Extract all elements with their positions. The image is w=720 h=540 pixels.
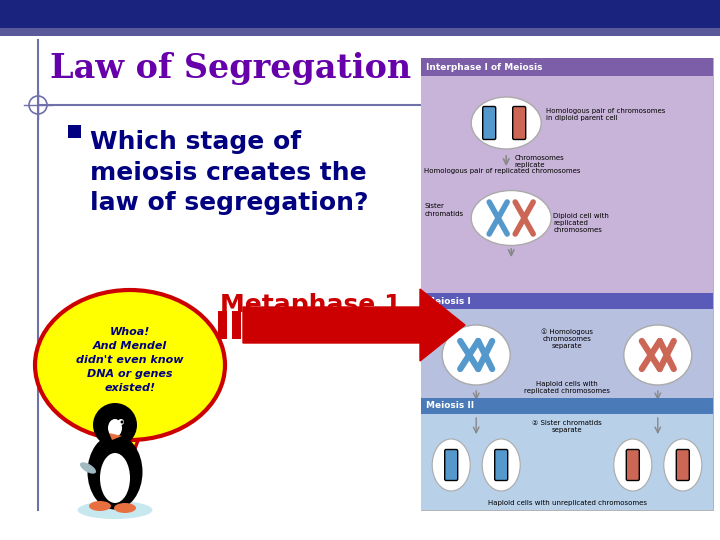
Bar xyxy=(421,58,713,510)
Ellipse shape xyxy=(442,325,510,385)
Text: ② Sister chromatids
separate: ② Sister chromatids separate xyxy=(532,420,602,433)
Text: Metaphase 1: Metaphase 1 xyxy=(220,293,402,317)
Text: Which stage of
meiosis creates the
law of segregation?: Which stage of meiosis creates the law o… xyxy=(90,130,369,215)
Text: Sister
chromatids: Sister chromatids xyxy=(424,204,464,217)
Text: Law of Segregation: Law of Segregation xyxy=(50,52,411,85)
FancyBboxPatch shape xyxy=(626,449,639,481)
Bar xyxy=(0,28,720,36)
Bar xyxy=(421,58,713,76)
Text: Interphase I of Meiosis: Interphase I of Meiosis xyxy=(426,63,543,71)
Circle shape xyxy=(118,419,124,425)
Ellipse shape xyxy=(471,97,541,149)
Text: Haploid cells with unreplicated chromosomes: Haploid cells with unreplicated chromoso… xyxy=(487,500,647,506)
Ellipse shape xyxy=(78,501,153,519)
Polygon shape xyxy=(110,425,140,475)
Ellipse shape xyxy=(88,435,143,510)
Bar xyxy=(421,58,713,293)
Ellipse shape xyxy=(471,191,552,246)
Text: Chromosomes
replicate: Chromosomes replicate xyxy=(514,154,564,167)
Bar xyxy=(421,293,713,309)
Text: Haploid cells with
replicated chromosomes: Haploid cells with replicated chromosome… xyxy=(524,381,610,394)
Ellipse shape xyxy=(114,503,136,513)
Text: Whoa!
And Mendel
didn't even know
DNA or genes
existed!: Whoa! And Mendel didn't even know DNA or… xyxy=(76,327,184,393)
Ellipse shape xyxy=(624,325,692,385)
Bar xyxy=(218,311,227,339)
FancyBboxPatch shape xyxy=(676,449,689,481)
Ellipse shape xyxy=(432,439,470,491)
Polygon shape xyxy=(243,289,465,361)
FancyBboxPatch shape xyxy=(482,106,495,139)
Text: Homologous pair of chromosomes
in diploid parent cell: Homologous pair of chromosomes in diploi… xyxy=(546,108,665,121)
Polygon shape xyxy=(109,433,122,440)
Ellipse shape xyxy=(35,290,225,440)
Text: Meiosis I: Meiosis I xyxy=(426,296,471,306)
Bar xyxy=(421,398,713,510)
Ellipse shape xyxy=(80,462,96,474)
Ellipse shape xyxy=(100,453,130,503)
Circle shape xyxy=(93,403,137,447)
FancyBboxPatch shape xyxy=(445,449,458,481)
Ellipse shape xyxy=(664,439,702,491)
Bar xyxy=(232,311,241,339)
Bar xyxy=(421,398,713,414)
Text: Homologous pair of replicated chromosomes: Homologous pair of replicated chromosome… xyxy=(424,168,581,174)
Bar xyxy=(0,0,720,28)
Bar xyxy=(421,293,713,398)
Ellipse shape xyxy=(108,419,122,437)
Text: ① Homologous
chromosomes
separate: ① Homologous chromosomes separate xyxy=(541,328,593,348)
Text: Meiosis II: Meiosis II xyxy=(426,402,474,410)
Ellipse shape xyxy=(89,501,111,511)
Bar xyxy=(68,125,81,138)
Text: Diploid cell with
replicated
chromosomes: Diploid cell with replicated chromosomes xyxy=(553,213,609,233)
Ellipse shape xyxy=(613,439,652,491)
Circle shape xyxy=(120,421,124,423)
Ellipse shape xyxy=(482,439,521,491)
FancyBboxPatch shape xyxy=(513,106,526,139)
FancyBboxPatch shape xyxy=(495,449,508,481)
